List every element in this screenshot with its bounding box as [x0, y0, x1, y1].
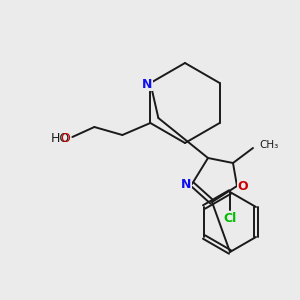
Text: HO: HO	[51, 131, 70, 145]
Text: N: N	[142, 77, 152, 91]
Text: O: O	[238, 179, 248, 193]
Text: N: N	[181, 178, 191, 190]
Text: Cl: Cl	[224, 212, 237, 224]
Text: O: O	[60, 131, 70, 145]
Text: CH₃: CH₃	[259, 140, 278, 150]
